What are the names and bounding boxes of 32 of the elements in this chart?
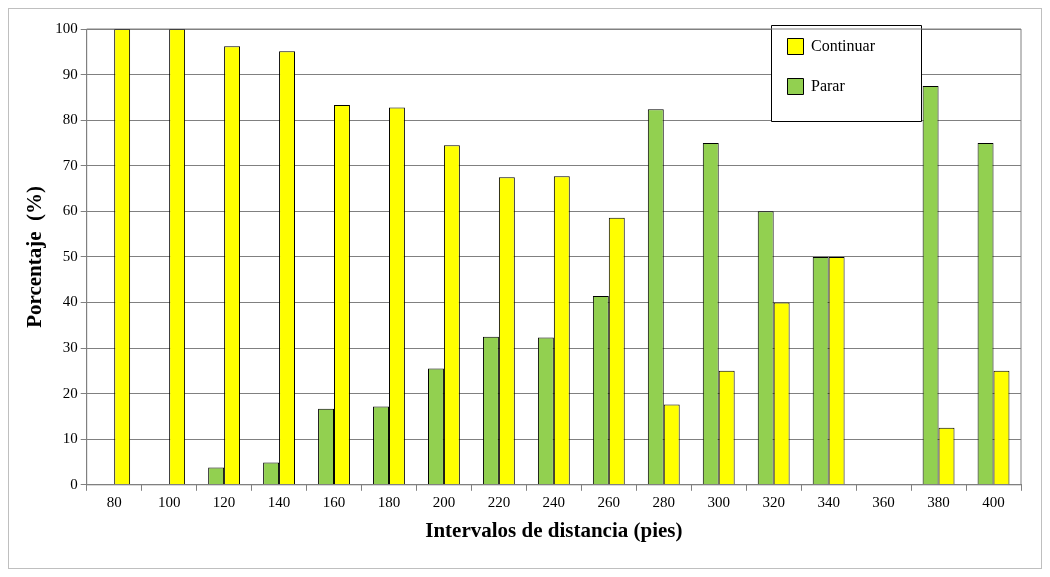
legend-label: Continuar: [811, 37, 876, 55]
x-tick-label: 80: [106, 493, 122, 510]
y-tick-label: 0: [70, 475, 78, 492]
x-tick-label: 280: [652, 493, 676, 510]
y-axis-title: Porcentaje (%): [22, 185, 47, 328]
x-tick-label: 100: [157, 493, 181, 510]
y-tick-label: 70: [62, 156, 78, 173]
x-tick-label: 400: [982, 493, 1005, 510]
x-tick-label: 380: [927, 493, 950, 510]
x-tick-label: 260: [597, 493, 621, 510]
x-tick-label: 180: [377, 493, 401, 510]
x-tick-label: 160: [322, 493, 346, 510]
x-tick-label: 320: [762, 493, 785, 510]
x-tick-label: 120: [212, 493, 236, 510]
y-tick-label: 10: [62, 430, 78, 447]
x-axis-title: Intervalos de distancia (pies): [425, 517, 683, 542]
y-tick-label: 20: [62, 384, 78, 401]
y-tick-label: 90: [62, 65, 78, 82]
x-tick-label: 140: [267, 493, 291, 510]
x-tick-label: 220: [487, 493, 511, 510]
x-tick-label: 240: [542, 493, 566, 510]
y-tick-label: 60: [62, 202, 78, 219]
legend-label: Parar: [811, 77, 846, 95]
y-tick-label: 40: [62, 293, 78, 310]
x-tick-label: 300: [707, 493, 730, 510]
x-tick-label: 360: [872, 493, 895, 510]
x-tick-label: 340: [817, 493, 840, 510]
y-tick-label: 30: [62, 339, 78, 355]
y-tick-label: 80: [62, 111, 78, 128]
y-tick-label: 100: [55, 19, 78, 36]
y-tick-label: 50: [62, 247, 78, 264]
x-tick-label: 200: [432, 493, 456, 510]
